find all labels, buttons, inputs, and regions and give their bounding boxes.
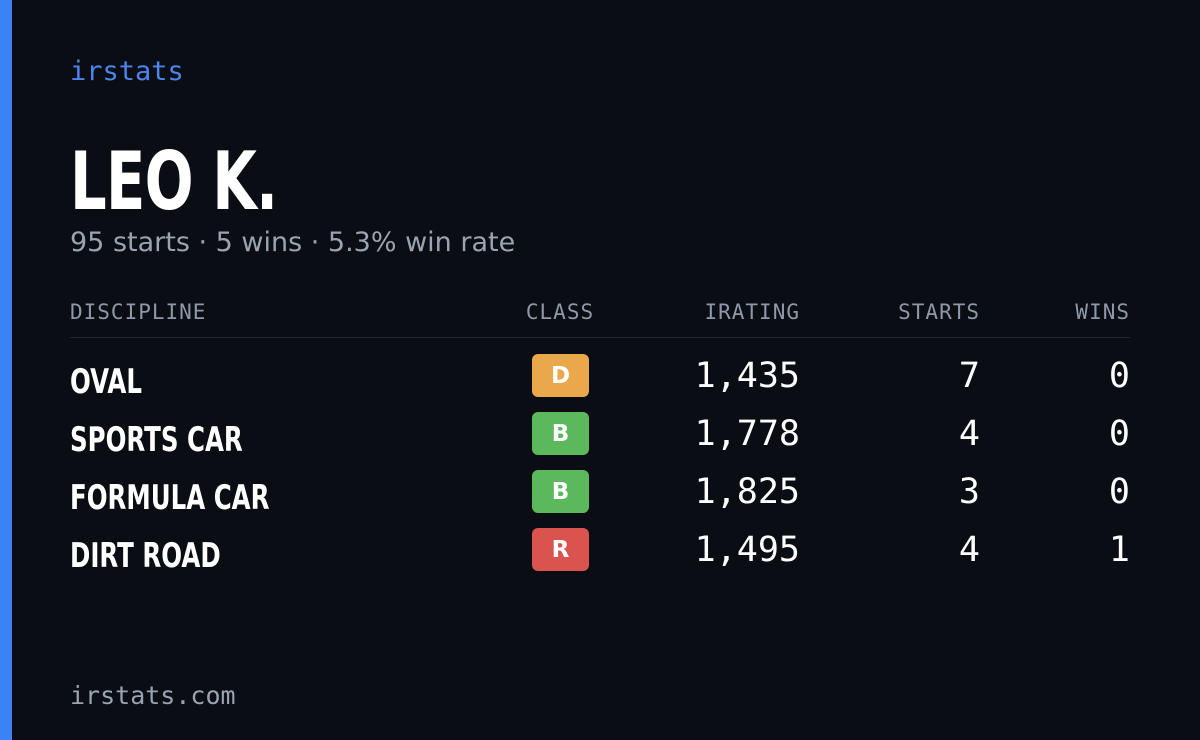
accent-bar <box>0 0 12 740</box>
starts: 4 <box>958 530 980 570</box>
irating: 1,778 <box>694 414 800 454</box>
discipline: DIRT ROAD <box>70 536 221 576</box>
starts: 4 <box>958 414 980 454</box>
irating: 1,435 <box>694 356 800 396</box>
discipline: FORMULA CAR <box>70 478 270 518</box>
brand: irstats <box>70 56 184 87</box>
starts: 7 <box>958 356 980 396</box>
class-badge: R <box>532 528 589 571</box>
class-badge: B <box>532 470 589 513</box>
column-header: DISCIPLINE <box>70 300 207 324</box>
wins: 0 <box>1108 414 1130 454</box>
wins: 1 <box>1108 530 1130 570</box>
class-badge: B <box>532 412 589 455</box>
driver-name: LEO K. <box>70 135 278 228</box>
column-header: STARTS <box>898 300 980 324</box>
footer-url: irstats.com <box>70 681 236 710</box>
summary: 95 starts · 5 wins · 5.3% win rate <box>70 227 516 258</box>
column-header: WINS <box>1075 300 1130 324</box>
discipline: OVAL <box>70 362 142 402</box>
discipline: SPORTS CAR <box>70 420 243 460</box>
wins: 0 <box>1108 356 1130 396</box>
irating: 1,825 <box>694 472 800 512</box>
wins: 0 <box>1108 472 1130 512</box>
column-header: IRATING <box>704 300 800 324</box>
irating: 1,495 <box>694 530 800 570</box>
column-header: CLASS <box>525 300 595 324</box>
starts: 3 <box>958 472 980 512</box>
header-rule <box>70 337 1130 338</box>
class-badge: D <box>532 354 589 397</box>
